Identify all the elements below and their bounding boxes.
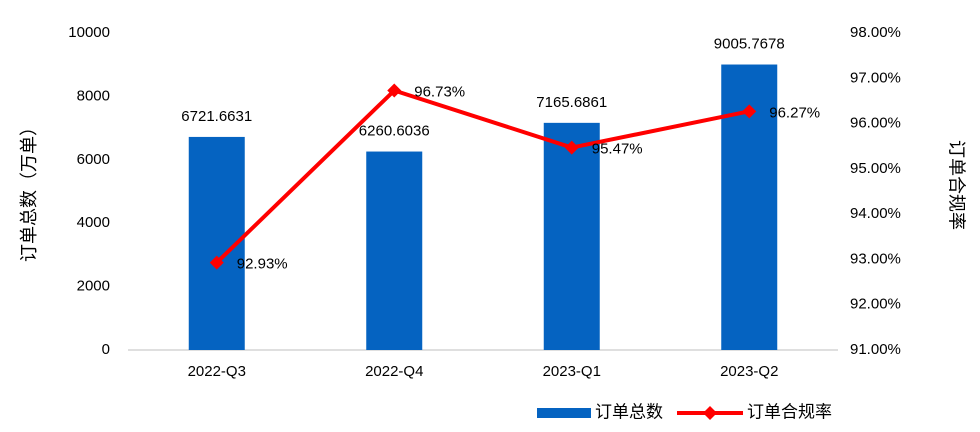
y2-tick-label: 97.00%	[850, 69, 901, 86]
x-tick-label: 2022-Q4	[365, 363, 423, 380]
y2-tick-label: 94.00%	[850, 205, 901, 222]
bar-value-label: 6260.6036	[359, 123, 430, 140]
legend-swatch	[537, 408, 591, 418]
y-tick-label: 2000	[77, 278, 110, 295]
legend-label: 订单总数	[595, 402, 663, 421]
y2-tick-label: 98.00%	[850, 24, 901, 41]
y2-axis-title: 订单合规率	[946, 140, 966, 230]
bar-value-label: 9005.7678	[714, 35, 785, 52]
x-tick-label: 2023-Q2	[720, 363, 778, 380]
line	[215, 88, 750, 265]
bar-value-label: 7165.6861	[536, 94, 607, 111]
bar	[543, 122, 600, 350]
bar-value-label: 6721.6631	[181, 108, 252, 125]
y-tick-label: 0	[102, 341, 110, 358]
line-value-label: 96.27%	[769, 104, 820, 121]
legend-label: 订单合规率	[747, 402, 832, 421]
line-marker	[387, 83, 402, 98]
line-marker	[564, 140, 579, 155]
y2-tick-label: 95.00%	[850, 160, 901, 177]
y2-tick-label: 96.00%	[850, 115, 901, 132]
y-tick-label: 6000	[77, 151, 110, 168]
y-tick-label: 10000	[68, 24, 110, 41]
y2-tick-label: 93.00%	[850, 250, 901, 267]
line-value-label: 96.73%	[414, 83, 465, 100]
y-axis-title: 订单总数（万单）	[19, 118, 39, 262]
legend-swatch	[703, 406, 717, 420]
y-tick-label: 4000	[77, 214, 110, 231]
line-marker	[742, 104, 757, 119]
x-tick-label: 2023-Q1	[543, 363, 601, 380]
line-value-label: 92.93%	[237, 256, 288, 273]
y2-tick-label: 91.00%	[850, 341, 901, 358]
x-tick-label: 2022-Q3	[188, 363, 246, 380]
y2-tick-label: 92.00%	[850, 296, 901, 313]
y-tick-label: 8000	[77, 87, 110, 104]
bar	[366, 151, 423, 350]
line-marker	[209, 255, 224, 270]
line-value-label: 95.47%	[592, 141, 643, 158]
